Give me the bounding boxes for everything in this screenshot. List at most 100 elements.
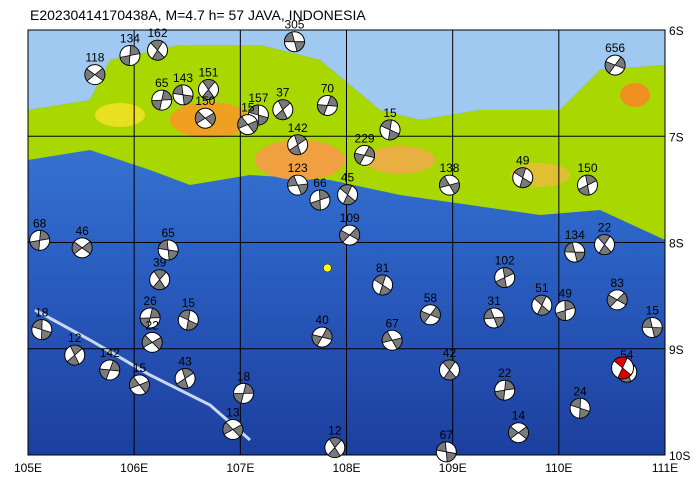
depth-label: 49 xyxy=(516,154,530,168)
beach-ball xyxy=(119,45,141,66)
beach-ball xyxy=(149,269,171,291)
beach-ball xyxy=(309,189,331,211)
ball-quadrant xyxy=(564,241,586,263)
ball-quadrant xyxy=(119,45,141,66)
ball-quadrant xyxy=(606,292,628,308)
ball-quadrant xyxy=(641,317,663,338)
depth-label: 151 xyxy=(198,66,218,80)
depth-label: 37 xyxy=(276,86,290,100)
depth-label: 13 xyxy=(226,406,240,420)
depth-label: 65 xyxy=(161,226,175,240)
ball-quadrant xyxy=(31,319,52,341)
ball-quadrant xyxy=(284,31,305,52)
depth-label: 26 xyxy=(143,294,157,308)
ball-quadrant xyxy=(150,39,165,61)
depth-label: 150 xyxy=(577,161,597,175)
depth-label: 14 xyxy=(512,409,526,423)
depth-label: 83 xyxy=(611,276,625,290)
depth-label: 142 xyxy=(100,346,120,360)
beach-ball xyxy=(147,39,169,61)
beach-ball xyxy=(641,317,663,338)
ball-quadrant xyxy=(311,327,333,347)
ball-quadrant xyxy=(381,330,403,350)
depth-label: 58 xyxy=(424,291,438,305)
depth-label: 31 xyxy=(487,294,501,308)
beach-ball xyxy=(379,119,401,141)
beach-ball xyxy=(339,224,361,246)
depth-label: 15 xyxy=(182,296,196,310)
beach-ball xyxy=(576,174,598,196)
beach-ball xyxy=(507,422,529,444)
beach-ball xyxy=(287,174,309,196)
depth-label: 15 xyxy=(133,361,147,375)
beach-ball xyxy=(324,437,346,459)
beach-ball xyxy=(29,229,51,251)
depth-label: 142 xyxy=(288,121,308,135)
depth-label: 22 xyxy=(498,366,512,380)
ball-quadrant xyxy=(613,356,632,380)
depth-label: 49 xyxy=(559,287,573,301)
depth-label: 15 xyxy=(646,304,660,318)
beach-ball xyxy=(611,356,635,380)
beach-ball xyxy=(233,382,255,404)
lat-tick-label: 7S xyxy=(669,130,684,144)
beach-ball xyxy=(569,397,591,419)
ball-quadrant xyxy=(570,397,591,419)
depth-label: 51 xyxy=(535,281,549,295)
beach-ball xyxy=(337,184,359,206)
ball-quadrant xyxy=(483,308,505,328)
beach-ball xyxy=(99,359,121,381)
ball-quadrant xyxy=(274,99,291,121)
beach-ball xyxy=(419,304,441,326)
beach-ball xyxy=(84,64,106,86)
depth-label: 157 xyxy=(248,91,268,105)
ball-quadrant xyxy=(339,227,361,243)
ball-quadrant xyxy=(555,300,576,321)
depth-label: 123 xyxy=(288,161,308,175)
depth-label: 66 xyxy=(313,176,327,190)
ball-quadrant xyxy=(201,79,216,100)
lat-tick-label: 6S xyxy=(669,24,684,38)
ball-quadrant xyxy=(317,95,338,116)
beach-ball xyxy=(287,134,309,156)
ball-quadrant xyxy=(233,383,254,404)
beach-ball xyxy=(372,274,394,296)
beach-ball xyxy=(157,239,179,261)
beach-ball xyxy=(272,99,294,121)
ball-quadrant xyxy=(84,67,106,82)
beach-ball xyxy=(354,144,376,166)
beach-ball xyxy=(483,307,505,329)
beach-ball xyxy=(311,326,333,348)
beach-ball xyxy=(177,309,199,331)
beach-ball xyxy=(141,331,163,353)
ball-quadrant xyxy=(435,441,457,463)
depth-label: 102 xyxy=(495,254,515,268)
ball-quadrant xyxy=(152,269,167,291)
beach-ball xyxy=(64,344,86,366)
beach-ball xyxy=(197,79,219,100)
ball-quadrant xyxy=(495,267,515,288)
ball-quadrant xyxy=(151,89,173,111)
depth-label: 43 xyxy=(178,355,192,369)
ball-quadrant xyxy=(508,425,529,440)
depth-label: 22 xyxy=(598,221,612,235)
ball-quadrant xyxy=(380,119,400,141)
beach-ball xyxy=(564,241,586,263)
ball-quadrant xyxy=(597,234,612,256)
lon-tick-label: 109E xyxy=(439,461,467,475)
beach-ball xyxy=(283,31,305,53)
map-title: E20230414170438A, M=4.7 h= 57 JAVA, INDO… xyxy=(30,7,366,23)
ball-quadrant xyxy=(373,274,392,296)
beach-ball xyxy=(438,174,460,196)
ball-quadrant xyxy=(222,421,244,438)
ball-quadrant xyxy=(172,84,194,106)
beach-ball xyxy=(71,237,93,259)
depth-label: 305 xyxy=(284,18,304,32)
lat-tick-label: 9S xyxy=(669,343,684,357)
beach-ball xyxy=(31,319,53,341)
ball-quadrant xyxy=(577,174,598,196)
ball-quadrant xyxy=(176,368,195,389)
depth-label: 67 xyxy=(385,316,399,330)
depth-label: 15 xyxy=(241,101,255,115)
ball-quadrant xyxy=(129,376,150,394)
